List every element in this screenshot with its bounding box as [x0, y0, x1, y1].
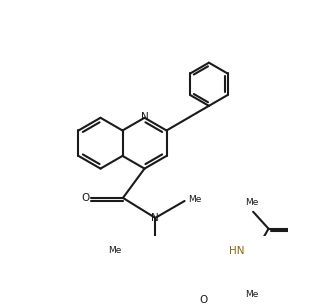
Text: O: O — [199, 295, 207, 305]
Text: Me: Me — [188, 195, 201, 204]
Text: Me: Me — [245, 290, 258, 299]
Text: N: N — [151, 213, 159, 222]
Text: HN: HN — [229, 246, 245, 256]
Text: N: N — [141, 112, 149, 122]
Text: Me: Me — [108, 246, 122, 255]
Text: O: O — [81, 193, 89, 203]
Text: Me: Me — [245, 198, 258, 207]
